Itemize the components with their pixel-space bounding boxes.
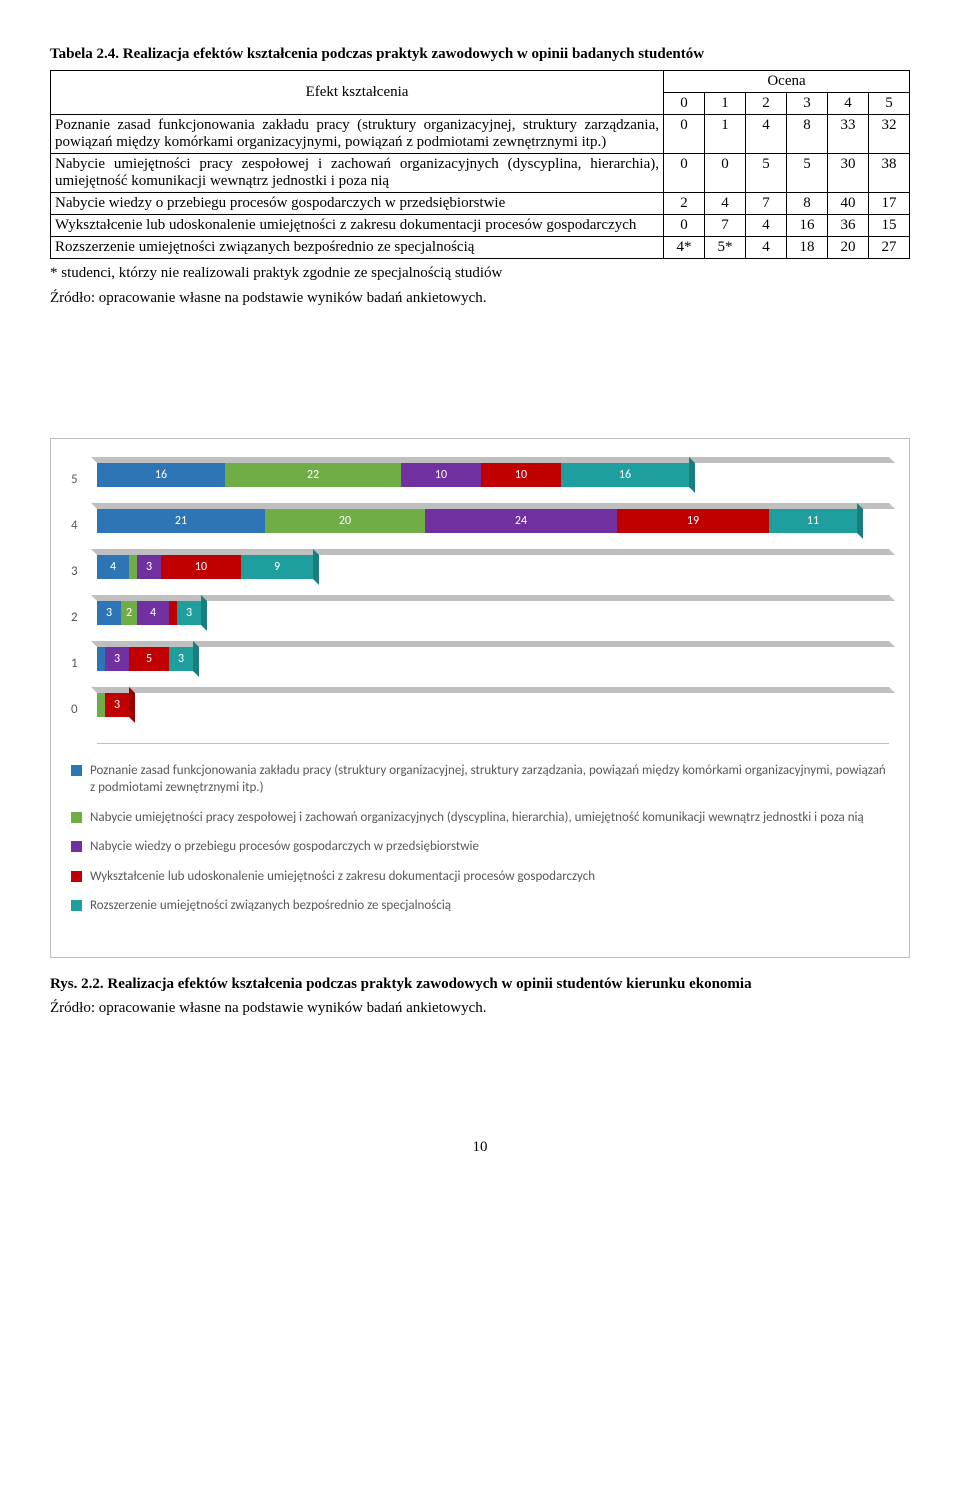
legend-item: Wykształcenie lub udoskonalenie umiejętn… xyxy=(71,868,889,886)
table-row: Wykształcenie lub udoskonalenie umiejętn… xyxy=(51,215,910,237)
legend-item: Rozszerzenie umiejętności związanych bez… xyxy=(71,897,889,915)
legend-item: Poznanie zasad funkcjonowania zakładu pr… xyxy=(71,762,889,797)
table-row: Poznanie zasad funkcjonowania zakładu pr… xyxy=(51,115,910,154)
figure-caption: Rys. 2.2. Realizacja efektów kształcenia… xyxy=(50,974,910,994)
figure-source: Źródło: opracowanie własne na podstawie … xyxy=(50,998,910,1018)
table-row: Nabycie wiedzy o przebiegu procesów gosp… xyxy=(51,193,910,215)
figure-caption-bold: Rys. 2.2. Realizacja efektów kształcenia… xyxy=(50,976,752,992)
page-number: 10 xyxy=(50,1139,910,1156)
footnote-source: Źródło: opracowanie własne na podstawie … xyxy=(50,288,910,308)
effects-table: Efekt kształcenia Ocena 0 1 2 3 4 5 Pozn… xyxy=(50,70,910,259)
row-header: Efekt kształcenia xyxy=(51,71,664,115)
group-header: Ocena xyxy=(664,71,910,93)
table-row: Rozszerzenie umiejętności związanych bez… xyxy=(51,237,910,259)
bars-area: 162210101621202419114310932433533 xyxy=(97,457,889,733)
table-caption: Tabela 2.4. Realizacja efektów kształcen… xyxy=(50,44,910,64)
chart-legend: Poznanie zasad funkcjonowania zakładu pr… xyxy=(71,762,889,915)
legend-item: Nabycie umiejętności pracy zespołowej i … xyxy=(71,809,889,827)
chart-container: 543210 162210101621202419114310932433533… xyxy=(50,438,910,958)
table-row: Nabycie umiejętności pracy zespołowej i … xyxy=(51,154,910,193)
footnote-asterisk: * studenci, którzy nie realizowali prakt… xyxy=(50,263,910,283)
x-axis-line xyxy=(97,743,889,744)
legend-item: Nabycie wiedzy o przebiegu procesów gosp… xyxy=(71,838,889,856)
